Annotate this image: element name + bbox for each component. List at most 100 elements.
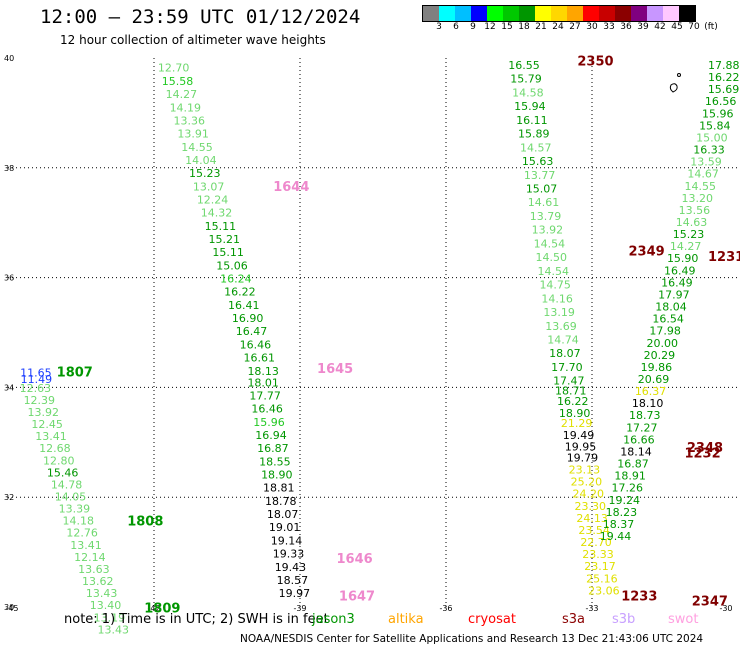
swh-value: 16.11 bbox=[516, 114, 548, 127]
pass-time-label: 1807 bbox=[57, 365, 93, 380]
swh-value: 14.74 bbox=[547, 333, 579, 346]
color-scale-label: 3 bbox=[436, 22, 442, 32]
swh-value: 24.20 bbox=[573, 488, 605, 501]
swh-value: 15.89 bbox=[518, 128, 550, 141]
color-scale-label: 21 bbox=[535, 22, 547, 32]
pass-time-label: 2347 bbox=[692, 594, 728, 609]
swh-value: 16.49 bbox=[664, 264, 696, 277]
swh-value: 12.14 bbox=[74, 551, 106, 564]
swh-value: 18.78 bbox=[265, 495, 297, 508]
legend-item-s3a: s3a bbox=[562, 612, 586, 627]
swh-value: 14.55 bbox=[684, 180, 716, 193]
swh-value: 16.54 bbox=[652, 313, 684, 326]
pass-time-label: 1808 bbox=[127, 515, 163, 530]
swh-value: 22.70 bbox=[580, 536, 612, 549]
swh-value: 14.67 bbox=[687, 168, 719, 181]
color-swatch bbox=[455, 6, 471, 21]
swh-value: 13.41 bbox=[70, 539, 102, 552]
swh-value: 15.23 bbox=[673, 228, 705, 241]
swh-value: 17.88 bbox=[708, 59, 740, 72]
swh-value: 15.94 bbox=[514, 100, 546, 113]
swh-value: 15.06 bbox=[216, 259, 248, 272]
swh-value: 23.17 bbox=[584, 560, 616, 573]
swh-value: 16.55 bbox=[508, 59, 540, 72]
swh-value: 13.92 bbox=[532, 224, 564, 237]
color-scale-label: 33 bbox=[603, 22, 615, 32]
swh-value: 17.77 bbox=[249, 389, 280, 402]
swh-value: 14.54 bbox=[537, 265, 569, 278]
color-scale-label: 30 bbox=[586, 22, 598, 32]
swh-value: 15.96 bbox=[253, 416, 285, 429]
color-scale-label: 39 bbox=[637, 22, 649, 32]
pass-time-label: 1233 bbox=[621, 589, 657, 604]
color-scale-label: (ft) bbox=[704, 22, 718, 32]
swh-value: 19.86 bbox=[641, 361, 673, 374]
pass-time-label: 2349 bbox=[629, 245, 665, 260]
swh-value: 19.49 bbox=[563, 429, 595, 442]
swh-value: 18.55 bbox=[259, 455, 291, 468]
swh-value: 12.70 bbox=[158, 62, 190, 75]
swh-value: 18.91 bbox=[614, 470, 646, 483]
swh-value: 13.41 bbox=[35, 430, 67, 443]
swh-value: 15.90 bbox=[667, 252, 699, 265]
color-scale-label: 18 bbox=[518, 22, 530, 32]
pass-time-label: 1647 bbox=[339, 589, 375, 604]
color-scale-label: 70 bbox=[688, 22, 700, 32]
x-tick-label: -33 bbox=[585, 604, 598, 613]
swh-value: 12.63 bbox=[20, 382, 52, 395]
color-scale-label: 36 bbox=[620, 22, 632, 32]
color-swatch bbox=[471, 6, 487, 21]
swh-value: 13.77 bbox=[524, 169, 556, 182]
swh-value: 23.30 bbox=[574, 500, 606, 513]
pass-time-label: 1809 bbox=[144, 601, 180, 616]
swh-value-labels: 12.7015.5814.2714.1913.3613.9114.5514.04… bbox=[20, 55, 740, 637]
island-outline bbox=[669, 73, 681, 93]
swh-value: 17.97 bbox=[658, 288, 690, 301]
swh-value: 18.23 bbox=[606, 506, 638, 519]
swh-value: 16.24 bbox=[220, 273, 252, 286]
swh-value: 16.90 bbox=[232, 312, 264, 325]
y-tick-label: 40 bbox=[4, 54, 14, 63]
swh-value: 12.68 bbox=[39, 442, 71, 455]
pass-time-label: 2350 bbox=[577, 55, 613, 70]
swh-value: 16.46 bbox=[251, 403, 282, 416]
swh-value: 16.22 bbox=[708, 71, 740, 84]
swh-value: 13.91 bbox=[177, 128, 209, 141]
color-scale-label: 27 bbox=[569, 22, 581, 32]
swh-value: 14.78 bbox=[51, 478, 83, 491]
swh-value: 14.27 bbox=[166, 88, 198, 101]
swh-value: 15.00 bbox=[696, 131, 728, 144]
swh-value: 18.04 bbox=[655, 301, 687, 314]
swh-value: 12.45 bbox=[31, 418, 63, 431]
swh-value: 18.90 bbox=[559, 407, 591, 420]
swh-value: 23.54 bbox=[578, 524, 610, 537]
swh-value: 21.29 bbox=[561, 417, 593, 430]
swh-value: 14.27 bbox=[670, 240, 702, 253]
x-tick-label: -30 bbox=[719, 604, 732, 613]
swh-value: 19.97 bbox=[279, 587, 311, 600]
x-tick-label: -36 bbox=[439, 604, 452, 613]
color-swatch bbox=[679, 6, 695, 21]
swh-value: 15.23 bbox=[189, 167, 221, 180]
pass-time-label: 1646 bbox=[337, 552, 373, 567]
map-subtitle: 12 hour collection of altimeter wave hei… bbox=[60, 33, 326, 47]
swh-value: 15.11 bbox=[205, 220, 237, 233]
axis-tick-labels: -45 -42 -39 -36 -33 -30 40 38 36 34 32 30 bbox=[4, 54, 733, 613]
swh-value: 15.63 bbox=[522, 155, 554, 168]
color-scale-label: 9 bbox=[470, 22, 476, 32]
swh-value: 13.40 bbox=[90, 599, 122, 612]
swh-value: 18.73 bbox=[629, 409, 661, 422]
color-swatch bbox=[599, 6, 615, 21]
swh-value: 15.07 bbox=[526, 183, 558, 196]
color-swatch bbox=[519, 6, 535, 21]
swh-value: 12.80 bbox=[43, 454, 75, 467]
credit-line: NOAA/NESDIS Center for Satellite Applica… bbox=[240, 633, 704, 645]
color-swatch bbox=[503, 6, 519, 21]
swh-value: 15.69 bbox=[708, 83, 740, 96]
swh-value: 25.20 bbox=[571, 476, 603, 489]
color-swatch bbox=[551, 6, 567, 21]
y-tick-label: 38 bbox=[4, 164, 14, 173]
swh-value: 23.06 bbox=[588, 584, 620, 597]
swh-value: 16.41 bbox=[228, 299, 260, 312]
